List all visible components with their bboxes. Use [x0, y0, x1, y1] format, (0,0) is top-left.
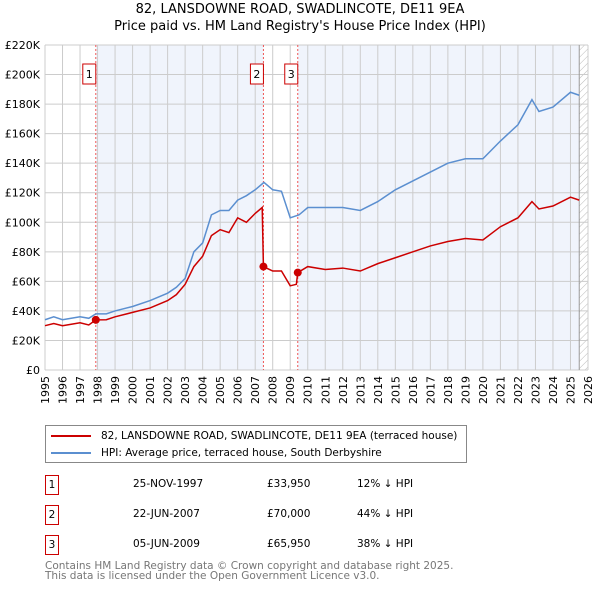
footer: Contains HM Land Registry data © Crown c… [45, 560, 454, 582]
y-tick-label: £60K [12, 275, 41, 288]
sale-point [293, 268, 302, 277]
y-tick-label: £20K [12, 334, 41, 347]
x-tick-label: 2009 [284, 376, 297, 404]
x-tick-label: 2002 [162, 376, 175, 404]
y-tick-label: £0 [26, 364, 40, 377]
x-tick-label: 1995 [39, 376, 52, 404]
y-tick-label: £220K [5, 39, 41, 52]
sale-label-box [249, 63, 264, 85]
footer-copyright: Contains HM Land Registry data © Crown c… [45, 560, 454, 572]
x-tick-label: 2017 [424, 376, 437, 404]
sale-price: £65,950 [267, 538, 311, 550]
sale-price: £33,950 [267, 478, 311, 490]
sale-date: 05-JUN-2009 [133, 538, 200, 550]
x-tick-label: 2024 [547, 376, 560, 404]
sale-date: 25-NOV-1997 [133, 478, 204, 490]
y-tick-label: £140K [5, 157, 41, 170]
x-tick-label: 2000 [127, 376, 140, 404]
x-tick-label: 2014 [372, 376, 385, 404]
x-tick-label: 2020 [477, 376, 490, 404]
x-tick-label: 1999 [109, 376, 122, 404]
x-tick-label: 2026 [582, 376, 595, 404]
x-tick-label: 2006 [232, 376, 245, 404]
legend-swatch-property [51, 435, 91, 437]
x-tick-label: 2011 [319, 376, 332, 404]
sale-label: 1 [86, 68, 93, 81]
x-tick-label: 1998 [92, 376, 105, 404]
x-tick-label: 1996 [57, 376, 70, 404]
sale-label-box [284, 63, 299, 85]
x-tick-label: 2005 [214, 376, 227, 404]
x-tick-label: 2004 [197, 376, 210, 404]
legend-label-hpi: HPI: Average price, terraced house, Sout… [101, 447, 382, 459]
x-tick-label: 2010 [302, 376, 315, 404]
x-tick-label: 2022 [512, 376, 525, 404]
x-tick-label: 2013 [354, 376, 367, 404]
forecast-hatch [579, 45, 588, 370]
chart-title: 82, LANSDOWNE ROAD, SWADLINCOTE, DE11 9E… [135, 2, 465, 17]
x-tick-label: 2007 [249, 376, 262, 404]
y-tick-label: £40K [12, 305, 41, 318]
y-tick-label: £200K [5, 69, 41, 82]
y-tick-label: £100K [5, 216, 41, 229]
y-tick-label: £160K [5, 128, 41, 141]
sale-row-2: 2 22-JUN-2007 £70,000 44% ↓ HPI [45, 505, 545, 525]
sale-point [259, 262, 268, 271]
sale-hpi-diff: 38% ↓ HPI [357, 538, 414, 550]
sale-price: £70,000 [267, 508, 311, 520]
sale-number: 2 [45, 505, 59, 525]
shaded-period-1 [95, 45, 264, 370]
x-tick-label: 2018 [442, 376, 455, 404]
legend-swatch-hpi [51, 452, 91, 454]
x-tick-label: 2021 [494, 376, 507, 404]
y-tick-label: £120K [5, 187, 41, 200]
sale-row-1: 1 25-NOV-1997 £33,950 12% ↓ HPI [45, 475, 545, 495]
sale-label-box [82, 63, 97, 85]
sale-date: 22-JUN-2007 [133, 508, 200, 520]
x-tick-label: 2008 [267, 376, 280, 404]
sale-number: 1 [45, 475, 59, 495]
x-tick-label: 2012 [337, 376, 350, 404]
y-tick-label: £80K [12, 246, 41, 259]
sale-row-3: 3 05-JUN-2009 £65,950 38% ↓ HPI [45, 535, 545, 555]
chart-plot: 1995 1996 1997 1998 1999 2000 2001 2002 2003 2004… [5, 39, 595, 404]
legend-label-property: 82, LANSDOWNE ROAD, SWADLINCOTE, DE11 9E… [101, 430, 458, 442]
x-tick-label: 2001 [144, 376, 157, 404]
x-tick-label: 2003 [179, 376, 192, 404]
x-tick-label: 2023 [529, 376, 542, 404]
y-tick-label: £180K [5, 98, 41, 111]
x-tick-label: 2025 [564, 376, 577, 404]
x-tick-label: 2016 [407, 376, 420, 404]
chart-subtitle: Price paid vs. HM Land Registry's House … [114, 19, 486, 34]
x-tick-label: 2019 [459, 376, 472, 404]
x-tick-label: 2015 [389, 376, 402, 404]
footer-licence: This data is licensed under the Open Gov… [45, 570, 380, 582]
sale-point [91, 315, 100, 324]
sale-label: 3 [288, 68, 295, 81]
series-line-hpi [44, 91, 580, 321]
sale-label: 2 [253, 68, 260, 81]
legend: 82, LANSDOWNE ROAD, SWADLINCOTE, DE11 9E… [45, 425, 467, 463]
x-tick-label: 1997 [74, 376, 87, 404]
sale-hpi-diff: 44% ↓ HPI [357, 508, 414, 520]
sale-number: 3 [45, 535, 59, 555]
sale-hpi-diff: 12% ↓ HPI [357, 478, 414, 490]
